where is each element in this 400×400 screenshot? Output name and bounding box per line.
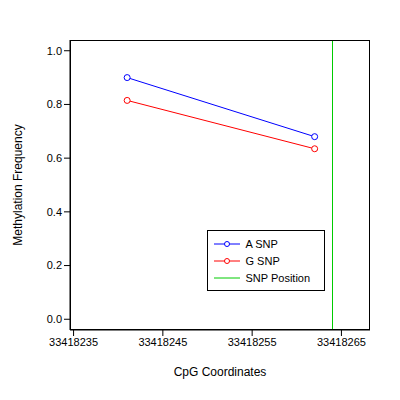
svg-text:33418255: 33418255 (228, 336, 277, 348)
svg-text:CpG Coordinates: CpG Coordinates (174, 365, 267, 379)
svg-text:0.4: 0.4 (47, 206, 62, 218)
svg-text:0.2: 0.2 (47, 259, 62, 271)
html-text:A SNP: A SNP (245, 237, 278, 250)
svg-text:0.0: 0.0 (47, 313, 62, 325)
svg-text:0.6: 0.6 (47, 152, 62, 164)
html-text:G SNP: G SNP (245, 254, 280, 267)
html-text:SNP Position: SNP Position (245, 271, 311, 284)
svg-text:0.8: 0.8 (47, 98, 62, 110)
svg-text:33418235: 33418235 (49, 336, 98, 348)
svg-text:Methylation Frequency: Methylation Frequency (11, 124, 25, 245)
svg-text:33418245: 33418245 (138, 336, 187, 348)
svg-text:33418265: 33418265 (317, 336, 366, 348)
svg-text:1.0: 1.0 (47, 45, 62, 57)
